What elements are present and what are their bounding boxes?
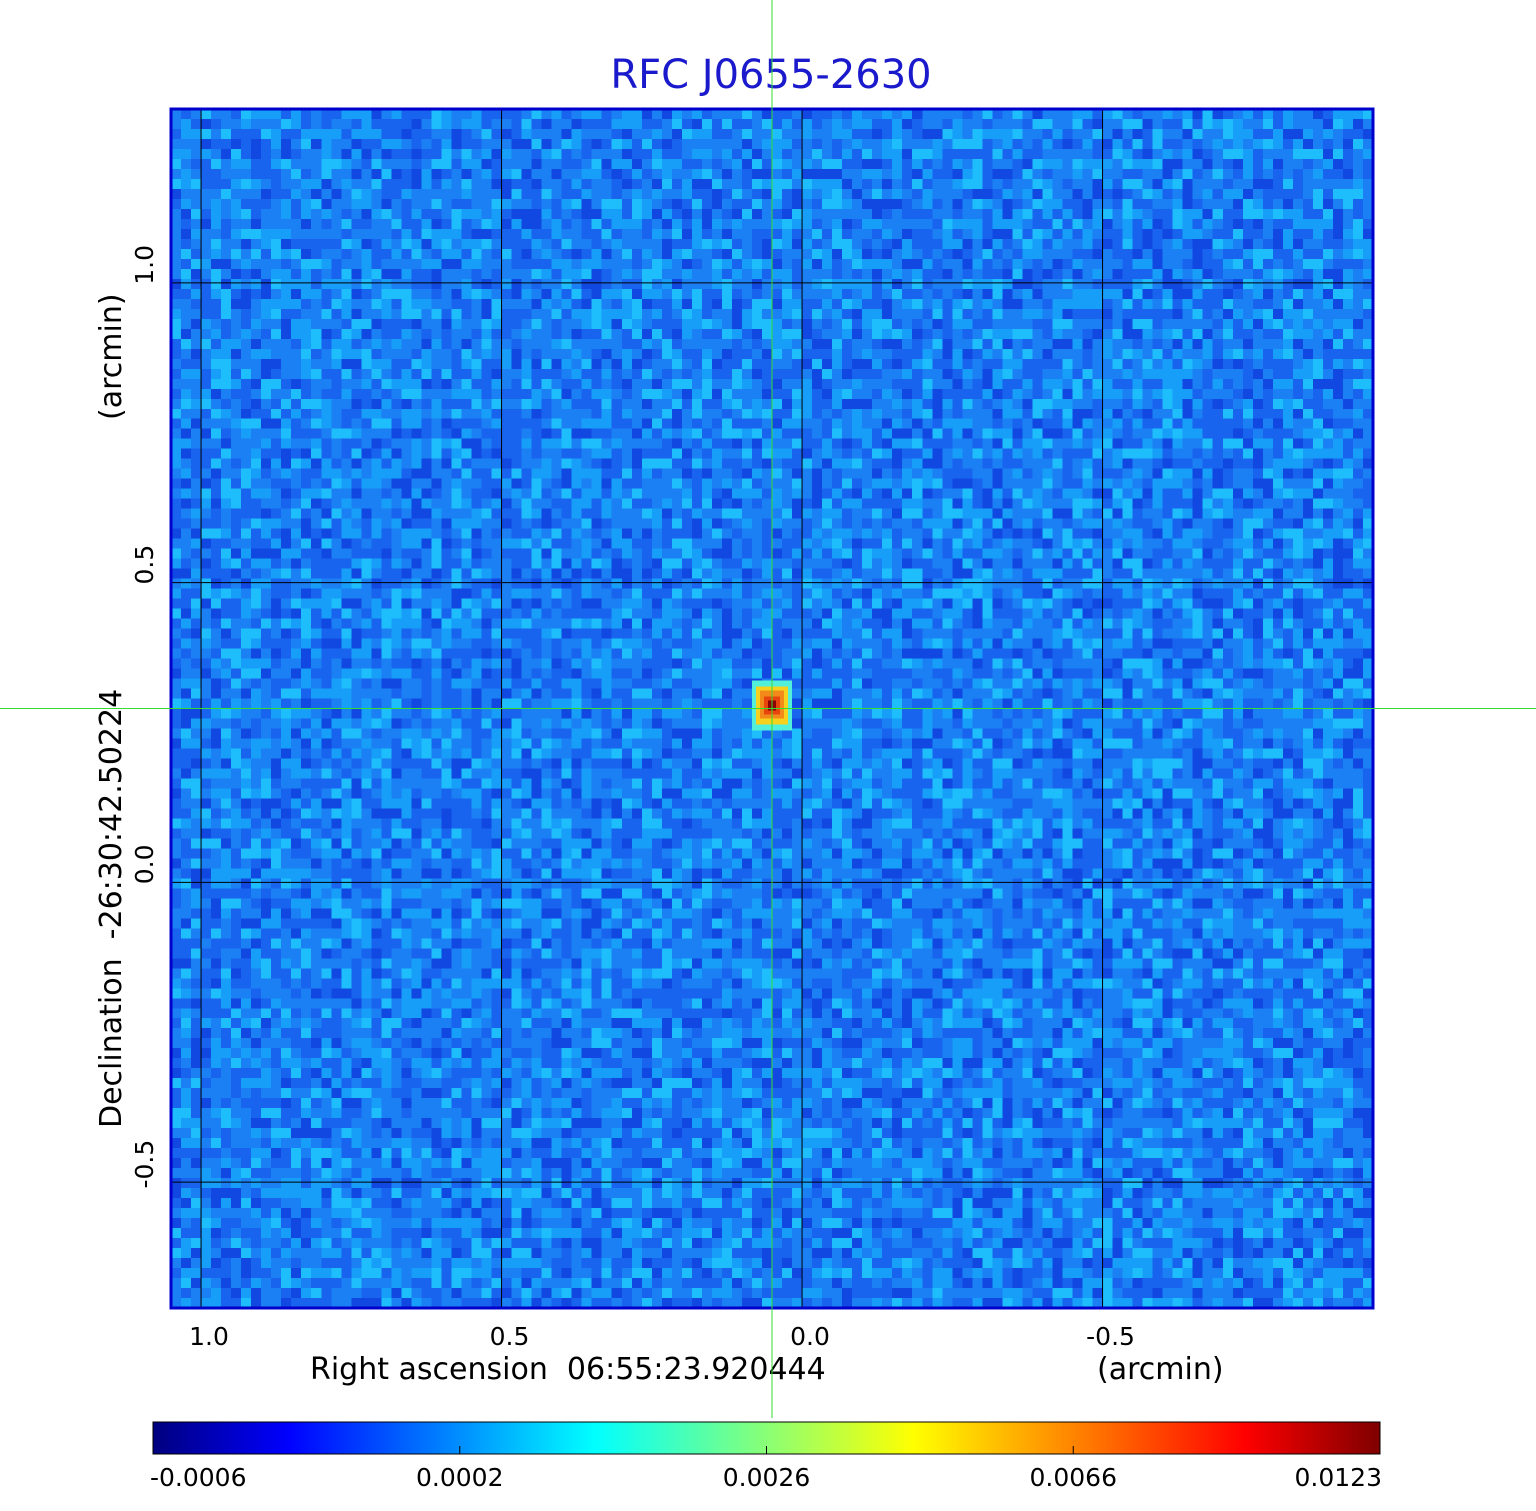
colorbar-tick-label: -0.0006 — [150, 1463, 247, 1492]
x-axis-label: Right ascension 06:55:23.920444 — [310, 1352, 826, 1387]
x-tick-label: 0.0 — [790, 1322, 830, 1351]
colorbar-ticks: -0.0006 0.0002 0.0026 0.0066 0.0123 — [150, 1446, 1382, 1492]
y-tick-labels: -0.5 0.0 0.5 1.0 — [130, 245, 159, 1189]
colorbar-tick-label: 0.0002 — [416, 1463, 503, 1492]
crosshair — [0, 0, 1536, 1418]
x-axis-unit: (arcmin) — [1097, 1352, 1224, 1387]
chart-title: RFC J0655-2630 — [610, 52, 931, 98]
y-tick-label: 0.5 — [130, 545, 159, 585]
x-tick-labels: 1.0 0.5 0.0 -0.5 — [189, 1322, 1135, 1351]
x-tick-label: 1.0 — [189, 1322, 229, 1351]
x-tick-label: -0.5 — [1086, 1322, 1135, 1351]
y-tick-label: 1.0 — [130, 245, 159, 285]
y-axis-unit: (arcmin) — [94, 293, 129, 420]
y-tick-label: 0.0 — [130, 844, 159, 884]
colorbar-tick-label: 0.0123 — [1295, 1463, 1382, 1492]
colorbar-tick-label: 0.0066 — [1030, 1463, 1117, 1492]
x-tick-label: 0.5 — [490, 1322, 530, 1351]
y-tick-label: -0.5 — [130, 1140, 159, 1189]
y-axis-label: Declination -26:30:42.50224 — [94, 689, 129, 1128]
colorbar-tick-label: 0.0026 — [723, 1463, 810, 1492]
